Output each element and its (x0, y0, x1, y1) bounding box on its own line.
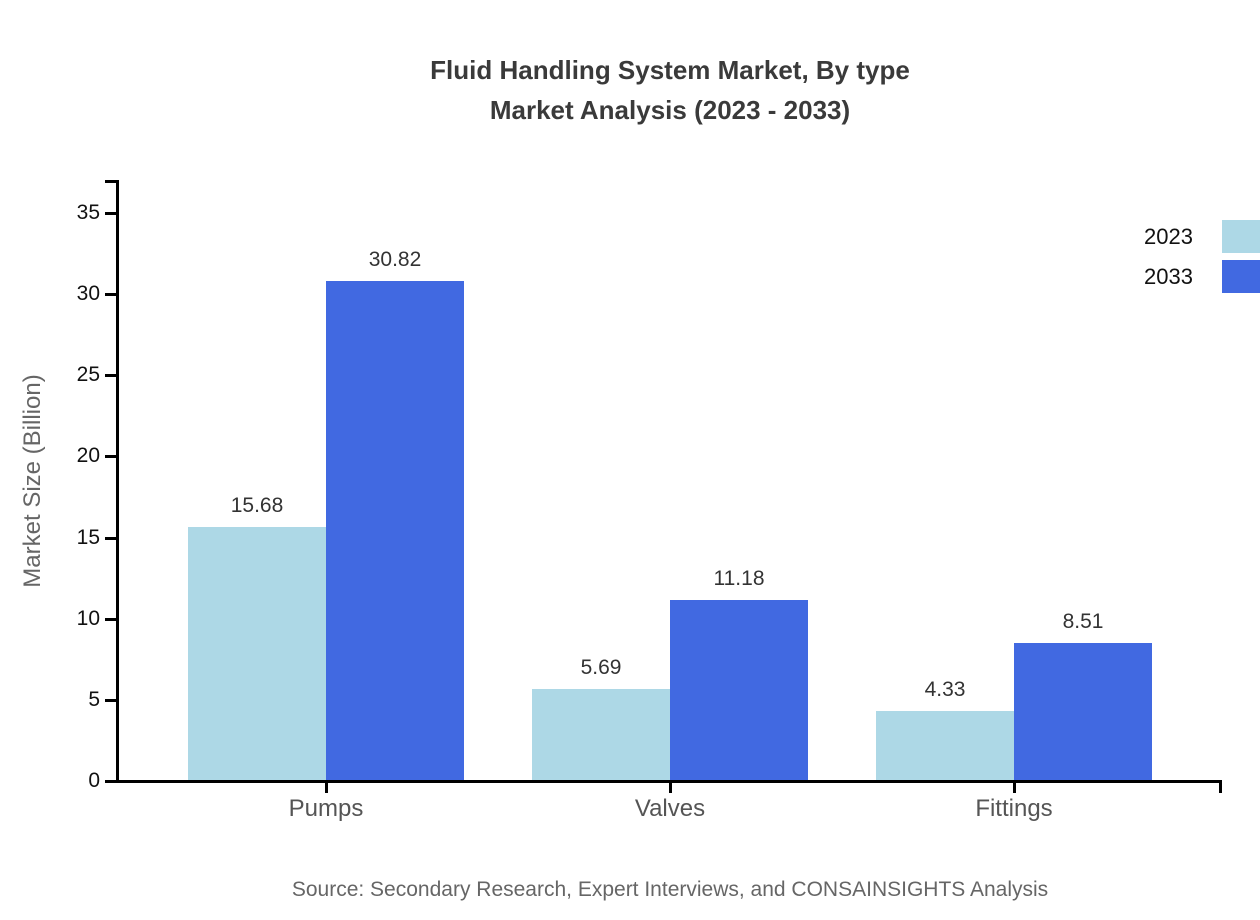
bar-2033-valves (670, 600, 808, 781)
value-label-2033-fittings: 8.51 (1062, 610, 1104, 633)
y-tick-label: 10 (76, 607, 100, 630)
y-tick (105, 212, 116, 215)
y-tick (105, 699, 116, 702)
y-tick-label: 5 (88, 688, 100, 711)
y-axis-title-text: Market Size (Billion) (19, 374, 46, 588)
y-tick-label: 15 (76, 526, 100, 549)
legend-label-2033: 2033 (1144, 263, 1193, 289)
category-label-fittings: Fittings (975, 795, 1053, 822)
bar-2023-fittings (876, 711, 1014, 781)
source-text: Source: Secondary Research, Expert Inter… (291, 878, 1049, 901)
y-tick (105, 780, 116, 783)
bar-2023-pumps (188, 527, 326, 781)
y-tick (105, 293, 116, 296)
chart-title-line1: Fluid Handling System Market, By type (430, 55, 910, 85)
x-tick (1013, 781, 1016, 793)
value-label-2023-valves: 5.69 (580, 656, 622, 679)
legend: 2023 2033 (1144, 220, 1260, 300)
y-axis-spine (116, 180, 119, 783)
y-tick-label: 0 (88, 769, 100, 792)
legend-swatch-2033 (1222, 260, 1260, 293)
category-label-pumps: Pumps (288, 795, 364, 822)
y-tick (105, 455, 116, 458)
bar-2033-fittings (1014, 643, 1152, 781)
value-label-2033-pumps: 30.82 (368, 248, 422, 271)
value-label-2023-fittings: 4.33 (924, 678, 966, 701)
y-tick-label: 35 (76, 201, 100, 224)
y-tick-label: 20 (76, 444, 100, 467)
bar-2023-valves (532, 689, 670, 781)
value-label-2033-valves: 11.18 (713, 567, 765, 590)
x-axis-spine (116, 780, 1222, 783)
y-tick (105, 537, 116, 540)
value-label-2023-pumps: 15.68 (230, 494, 284, 517)
y-tick (105, 374, 116, 377)
legend-item-2033: 2033 (1144, 260, 1260, 293)
x-tick (325, 781, 328, 793)
y-axis-top-cap (105, 180, 116, 183)
legend-label-2023: 2023 (1144, 223, 1193, 249)
x-tick (669, 781, 672, 793)
y-tick-label: 30 (76, 282, 100, 305)
chart-title-line2: Market Analysis (2023 - 2033) (489, 95, 851, 125)
legend-item-2023: 2023 (1144, 220, 1260, 253)
category-label-valves: Valves (634, 795, 706, 822)
legend-swatch-2023 (1222, 220, 1260, 253)
x-axis-right-cap (1219, 780, 1222, 793)
bar-2033-pumps (326, 281, 464, 781)
y-tick (105, 618, 116, 621)
chart-title: Fluid Handling System Market, By type Ma… (118, 50, 1222, 130)
y-tick-label: 25 (76, 363, 100, 386)
